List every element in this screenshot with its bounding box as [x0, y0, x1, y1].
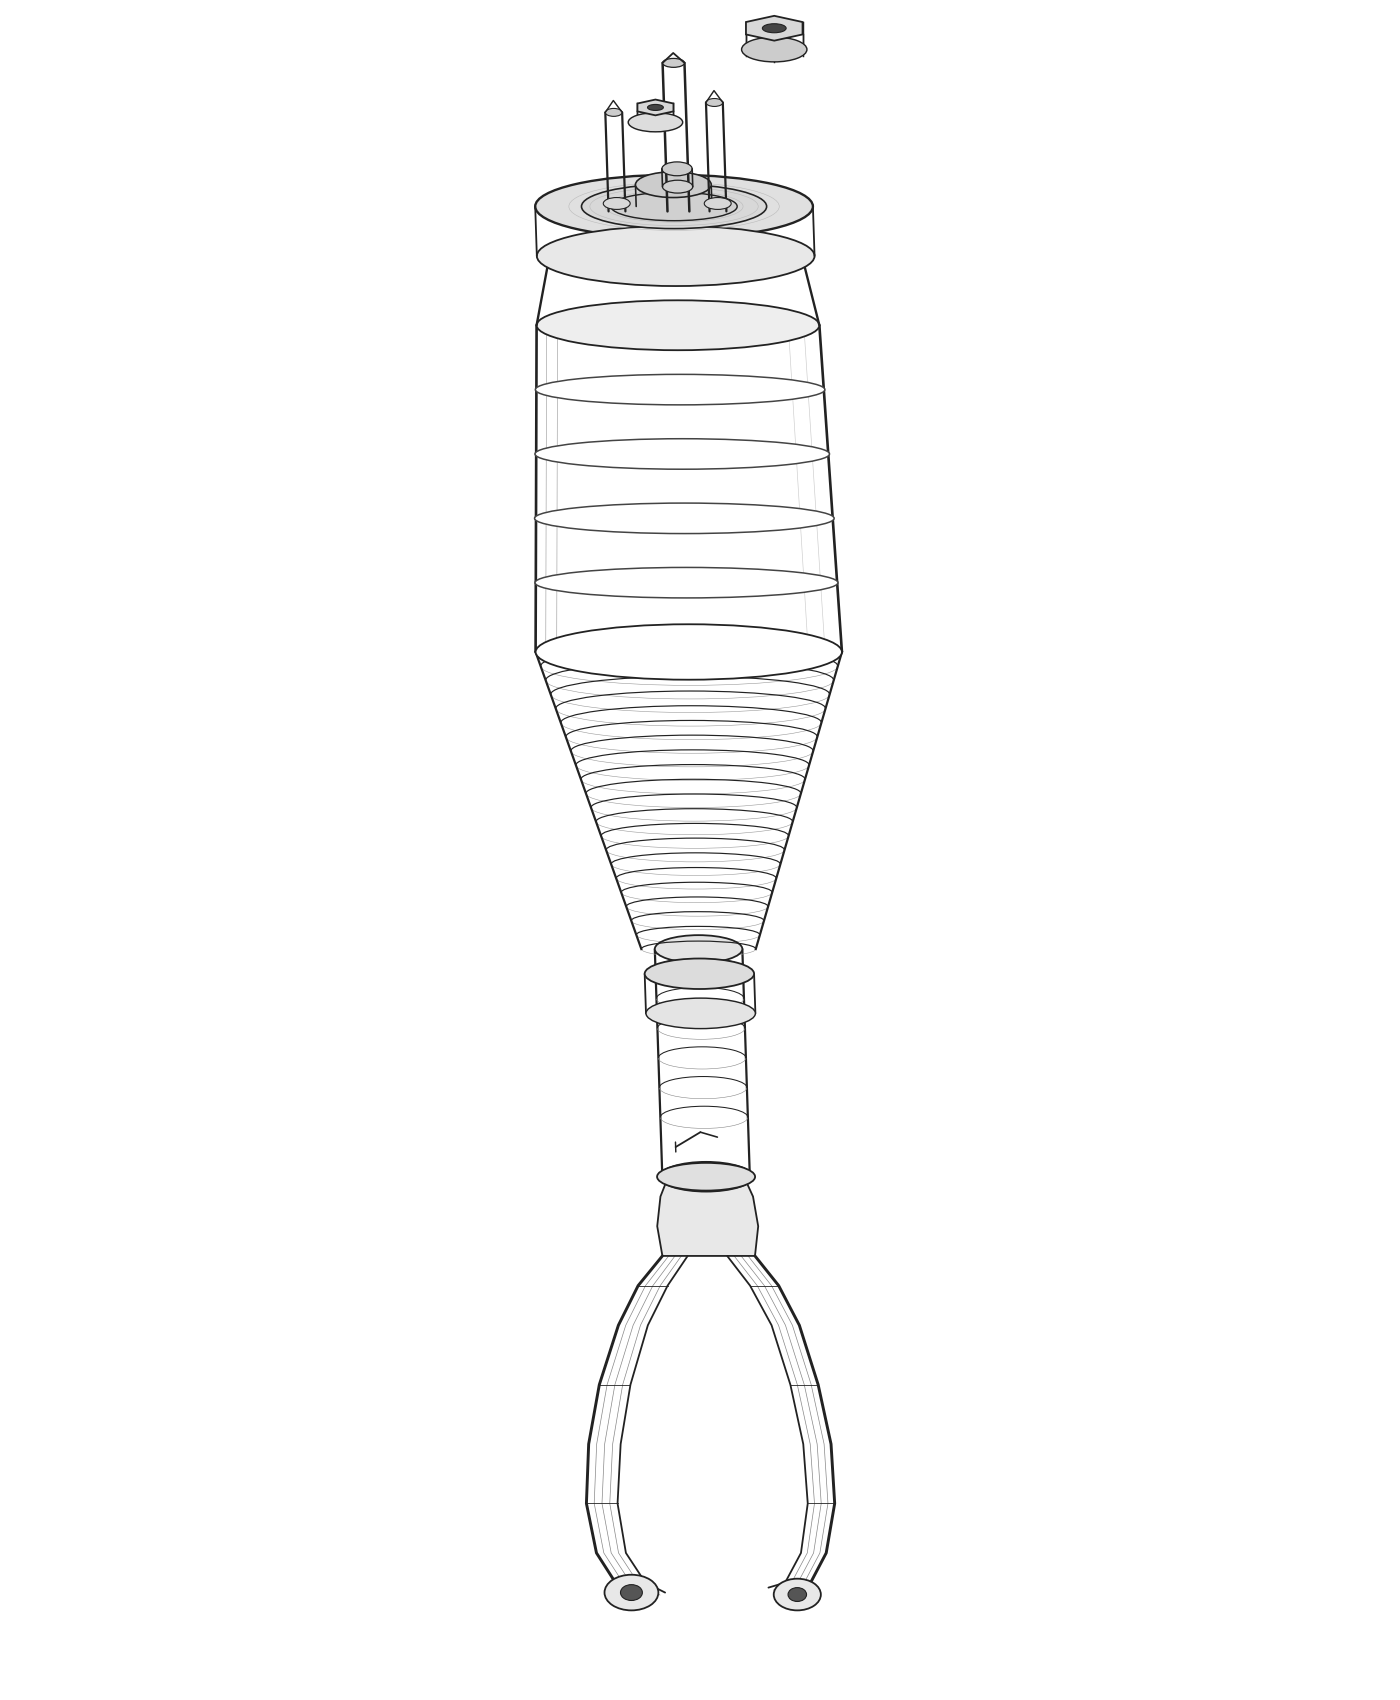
Ellipse shape: [648, 104, 664, 111]
Ellipse shape: [763, 24, 787, 32]
Ellipse shape: [535, 568, 839, 598]
Ellipse shape: [610, 192, 738, 221]
Ellipse shape: [657, 1163, 755, 1190]
Ellipse shape: [662, 58, 685, 68]
Ellipse shape: [659, 1161, 752, 1192]
Polygon shape: [746, 15, 802, 41]
Ellipse shape: [536, 301, 819, 350]
Ellipse shape: [636, 172, 711, 197]
Ellipse shape: [645, 998, 756, 1028]
Ellipse shape: [629, 112, 683, 133]
Ellipse shape: [605, 109, 622, 116]
Polygon shape: [657, 1176, 759, 1256]
Ellipse shape: [535, 374, 825, 405]
Ellipse shape: [634, 114, 676, 129]
Ellipse shape: [603, 197, 630, 209]
Ellipse shape: [620, 1584, 643, 1600]
Ellipse shape: [535, 439, 830, 469]
Ellipse shape: [704, 197, 731, 209]
Ellipse shape: [535, 503, 834, 534]
Polygon shape: [637, 100, 673, 116]
Ellipse shape: [535, 175, 813, 238]
Ellipse shape: [706, 99, 722, 107]
Ellipse shape: [605, 1574, 658, 1610]
Ellipse shape: [788, 1588, 806, 1601]
Ellipse shape: [644, 959, 755, 989]
Ellipse shape: [662, 162, 692, 175]
Ellipse shape: [662, 180, 693, 194]
Ellipse shape: [581, 184, 767, 228]
Ellipse shape: [536, 624, 841, 680]
Ellipse shape: [742, 37, 806, 61]
Ellipse shape: [536, 226, 815, 286]
Ellipse shape: [655, 935, 742, 962]
Ellipse shape: [774, 1579, 820, 1610]
